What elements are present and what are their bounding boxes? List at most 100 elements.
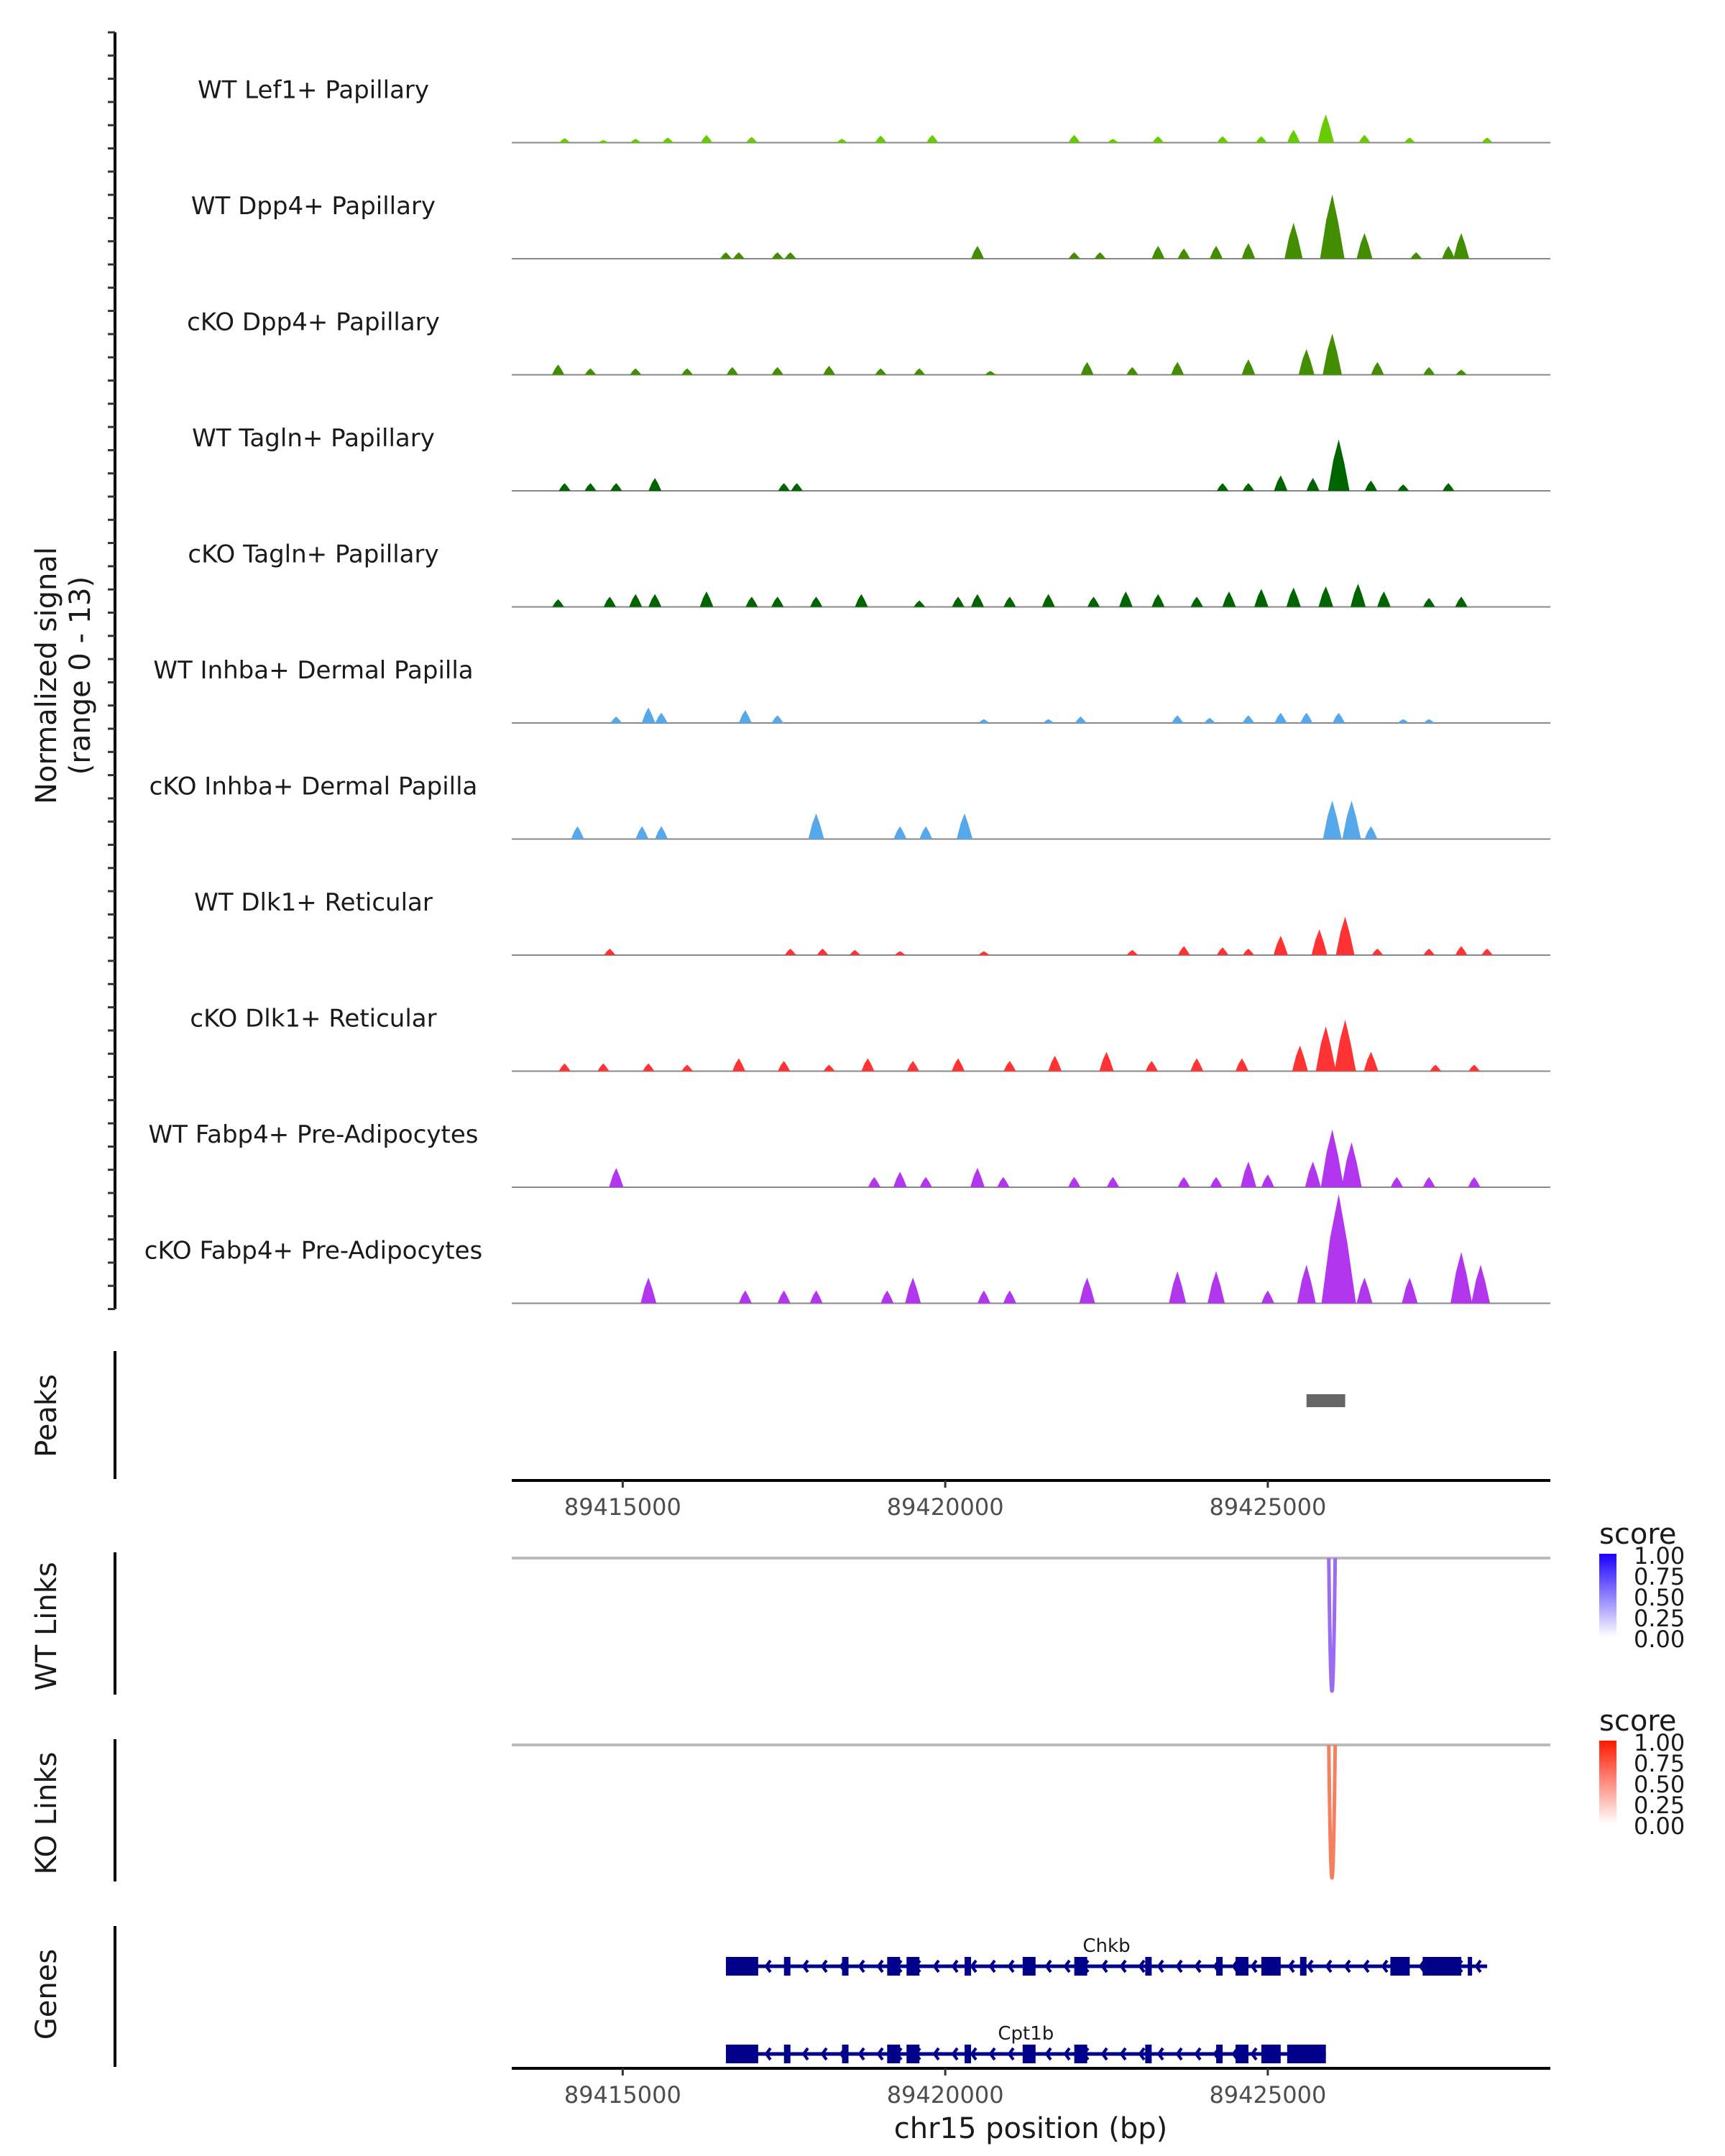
legend-tick-label: 1.00	[1634, 1542, 1685, 1570]
legend-tick-label: 1.00	[1634, 1729, 1685, 1756]
coverage-peak	[784, 949, 796, 955]
track-label: WT Tagln+ Papillary	[192, 424, 435, 453]
coverage-peak	[662, 137, 673, 143]
gene-exon	[842, 2045, 849, 2063]
legend-tick-label: 0.50	[1634, 1771, 1685, 1798]
coverage-peak	[552, 364, 565, 375]
coverage-peak	[558, 1063, 571, 1072]
coverage-peak	[1423, 949, 1435, 955]
coverage-peak	[914, 600, 926, 607]
legend-colorbar	[1599, 1741, 1616, 1824]
coverage-peak	[1397, 719, 1409, 723]
strand-arrow-icon	[1175, 1959, 1183, 1973]
coverage-peak	[584, 368, 597, 375]
legend-tick-label: 0.25	[1634, 1792, 1685, 1819]
strand-arrow-icon	[1194, 1959, 1202, 1973]
coverage-peak	[1126, 949, 1138, 955]
coverage-peak	[1273, 936, 1288, 955]
coverage-peak	[1241, 243, 1256, 259]
coverage-peak	[1453, 233, 1470, 259]
strand-arrow-icon	[1343, 1959, 1351, 1973]
coverage-peak	[1404, 137, 1416, 143]
coverage-peak	[791, 483, 803, 491]
coverage-peak	[1242, 949, 1254, 955]
coverage-peak	[957, 813, 973, 839]
track-cko-dlk1-reticular: cKO Dlk1+ Reticular	[190, 1005, 1550, 1072]
strand-arrow-icon	[988, 1959, 996, 1973]
coverage-peak	[1410, 252, 1422, 259]
coverage-peak	[868, 1176, 881, 1187]
legend-tick-label: 0.75	[1634, 1750, 1685, 1777]
coverage-peak	[1315, 1026, 1336, 1072]
coverage-peak	[1422, 597, 1435, 607]
strand-arrow-icon	[1044, 1959, 1052, 1973]
coverage-peak	[855, 594, 868, 607]
x-axis-peaks: 89415000 89420000 89425000	[512, 1479, 1550, 1521]
coverage-peak	[603, 596, 617, 607]
coverage-peak	[1241, 359, 1256, 375]
coverage-peak	[1371, 361, 1384, 375]
gene-exon	[1236, 1957, 1248, 1976]
strand-arrow-icon	[1007, 1959, 1015, 1973]
coverage-peak	[1119, 591, 1133, 607]
legend-tick-label: 0.00	[1634, 1626, 1685, 1653]
coverage-peak	[1190, 1058, 1204, 1072]
coverage-peak	[1350, 584, 1366, 607]
track-label: WT Fabp4+ Pre-Adipocytes	[149, 1120, 479, 1149]
coverage-peak	[648, 594, 662, 607]
coverage-peak	[1341, 1142, 1362, 1187]
coverage-peak	[571, 826, 584, 839]
coverage-peak	[745, 596, 758, 607]
strand-arrow-icon	[1119, 2047, 1127, 2061]
strand-arrow-icon	[1156, 1959, 1164, 1973]
legend-tick-label: 0.75	[1634, 1563, 1685, 1590]
coverage-peak	[1356, 233, 1373, 259]
coverage-peak	[1468, 1064, 1481, 1072]
coverage-peak	[610, 483, 622, 491]
coverage-peak	[1306, 478, 1320, 491]
coverage-peak	[1261, 1290, 1274, 1304]
coverage-peak	[732, 1058, 745, 1072]
peak-region	[1306, 1394, 1346, 1407]
coverage-peak	[1068, 134, 1080, 143]
coverage-peak	[1358, 134, 1371, 143]
coverage-peak	[745, 137, 758, 143]
coverage-peak	[1107, 139, 1119, 143]
strand-arrow-icon	[1250, 2047, 1258, 2061]
coverage-peak	[648, 478, 662, 491]
coverage-peak	[1041, 594, 1055, 607]
gene-exon	[1468, 1957, 1473, 1976]
coverage-peak	[1094, 252, 1106, 259]
coverage-peak	[778, 483, 790, 491]
strand-arrow-icon	[801, 1959, 809, 1973]
coverage-peak	[732, 252, 745, 259]
track-cko-fabp4-pre-adipocytes: cKO Fabp4+ Pre-Adipocytes	[144, 1194, 1550, 1304]
coverage-peak	[609, 1168, 624, 1187]
coverage-peak	[1068, 1176, 1081, 1187]
coverage-peak	[643, 1063, 655, 1072]
coverage-peak	[726, 367, 739, 375]
x-axis-genes: 89415000 89420000 89425000	[512, 2067, 1550, 2109]
coverage-peak	[952, 596, 965, 607]
strand-arrow-icon	[1138, 1959, 1146, 1973]
gene-exon	[887, 2045, 901, 2063]
coverage-peak	[655, 712, 668, 723]
strand-arrow-icon	[876, 2047, 884, 2061]
coverage-peak	[1099, 1051, 1114, 1072]
coverage-peak	[1423, 367, 1435, 375]
coverage-peak	[1204, 717, 1215, 723]
link-arc	[1327, 1557, 1338, 1693]
gene-exon	[1145, 1957, 1152, 1976]
coverage-peak	[777, 1290, 791, 1304]
coverage-peak	[985, 371, 996, 375]
strand-arrow-icon	[1007, 2047, 1015, 2061]
coverage-peak	[816, 949, 829, 955]
strand-arrow-icon	[1100, 2047, 1108, 2061]
strand-arrow-icon	[1325, 1959, 1333, 1973]
coverage-peak	[699, 591, 714, 607]
track-label: cKO Dpp4+ Papillary	[187, 308, 440, 337]
coverage-peak	[1297, 1264, 1316, 1304]
track-wt-tagln-papillary: WT Tagln+ Papillary	[192, 424, 1550, 492]
gene-exon	[1022, 1957, 1036, 1976]
coverage-peak	[1402, 1277, 1418, 1304]
